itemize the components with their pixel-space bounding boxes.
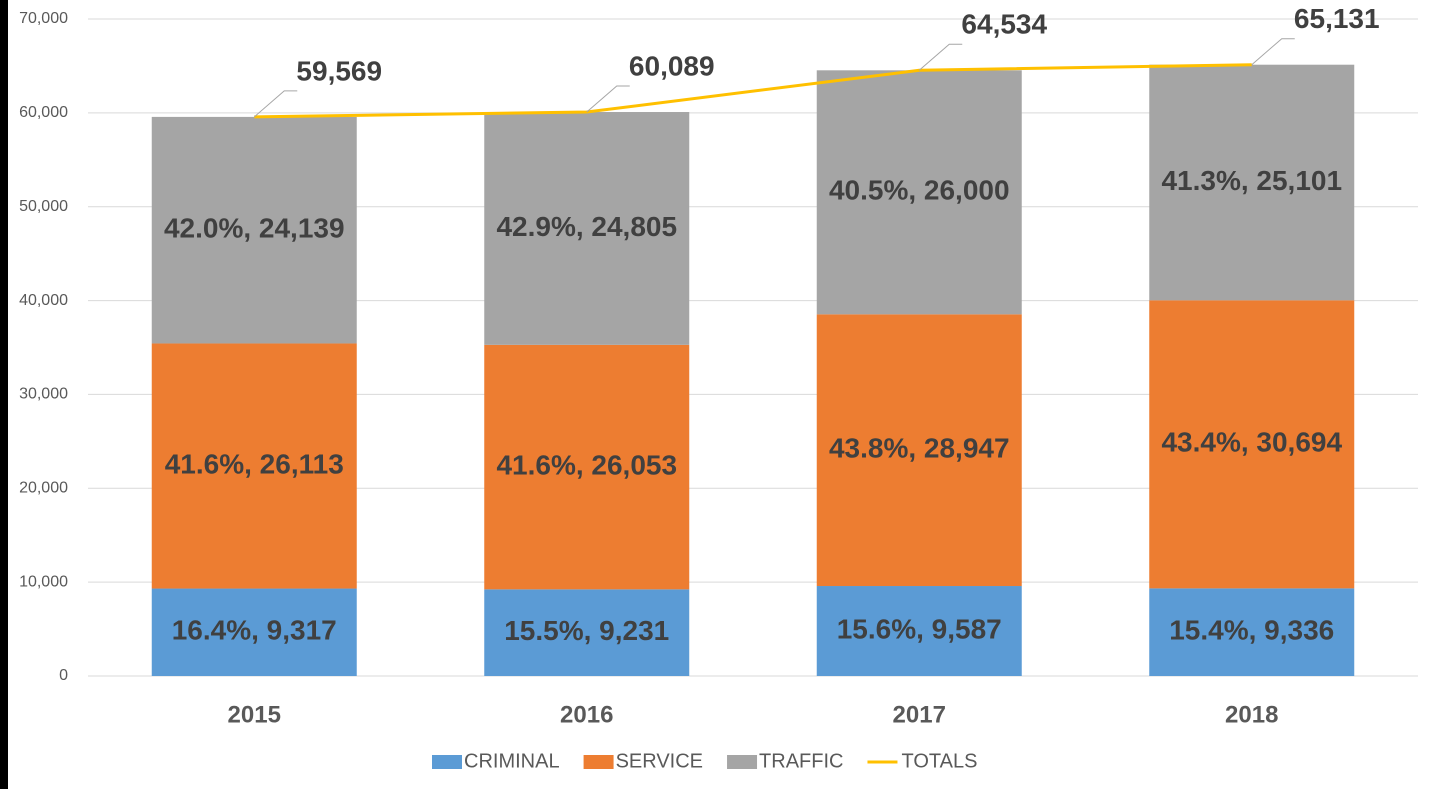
leader-line xyxy=(586,85,630,113)
total-label: 64,534 xyxy=(961,9,1047,40)
data-label: 41.3%, 25,101 xyxy=(1161,165,1342,196)
left-edge xyxy=(0,0,8,789)
bar-segment xyxy=(1149,588,1355,676)
x-tick-label: 2018 xyxy=(1225,701,1278,728)
x-tick-label: 2016 xyxy=(560,701,613,728)
y-tick-label: 70,000 xyxy=(19,10,68,27)
bar-segment xyxy=(484,344,690,590)
bar-segment xyxy=(816,586,1022,676)
data-label: 41.6%, 26,053 xyxy=(496,449,677,480)
x-tick-label: 2017 xyxy=(893,701,946,728)
legend-swatch xyxy=(583,755,614,769)
legend-swatch xyxy=(432,755,462,769)
data-label: 40.5%, 26,000 xyxy=(829,175,1010,206)
data-label: 43.4%, 30,694 xyxy=(1161,427,1342,458)
data-label: 41.6%, 26,113 xyxy=(165,448,344,479)
data-label: 42.0%, 24,139 xyxy=(164,213,345,244)
y-tick-label: 0 xyxy=(59,667,68,684)
bar-segment xyxy=(151,588,357,676)
leader-line xyxy=(1251,38,1295,66)
bar-segment xyxy=(151,116,357,344)
bar-segment xyxy=(816,314,1022,587)
data-label: 16.4%, 9,317 xyxy=(172,615,337,646)
y-tick-label: 60,000 xyxy=(19,104,68,121)
legend-label: TRAFFIC xyxy=(759,750,843,772)
legend-swatch xyxy=(727,755,758,769)
bar-segment xyxy=(484,589,690,676)
data-label: 42.9%, 24,805 xyxy=(496,211,677,242)
data-label: 43.8%, 28,947 xyxy=(829,433,1010,464)
total-label: 59,569 xyxy=(296,55,382,86)
totals-line xyxy=(254,63,1252,119)
data-label: 15.5%, 9,231 xyxy=(504,615,669,646)
bar-segment xyxy=(151,343,357,589)
bar-segment xyxy=(816,70,1022,315)
y-tick-label: 40,000 xyxy=(19,292,68,309)
data-label: 15.6%, 9,587 xyxy=(837,613,1002,644)
legend-label: SERVICE xyxy=(616,750,703,772)
y-tick-label: 10,000 xyxy=(19,573,68,590)
bar-segment xyxy=(484,112,690,345)
legend-label: CRIMINAL xyxy=(464,750,560,772)
legend-label: TOTALS xyxy=(901,750,977,772)
leader-line xyxy=(253,90,298,118)
bar-segment xyxy=(1149,300,1355,589)
y-tick-label: 30,000 xyxy=(19,386,68,403)
leader-line xyxy=(918,43,963,71)
data-label: 15.4%, 9,336 xyxy=(1169,615,1334,646)
total-label: 60,089 xyxy=(629,50,715,81)
y-tick-label: 20,000 xyxy=(19,480,68,497)
y-tick-label: 50,000 xyxy=(19,198,68,215)
x-tick-label: 2015 xyxy=(228,701,281,728)
bar-segment xyxy=(1149,64,1355,301)
total-label: 65,131 xyxy=(1294,3,1380,34)
